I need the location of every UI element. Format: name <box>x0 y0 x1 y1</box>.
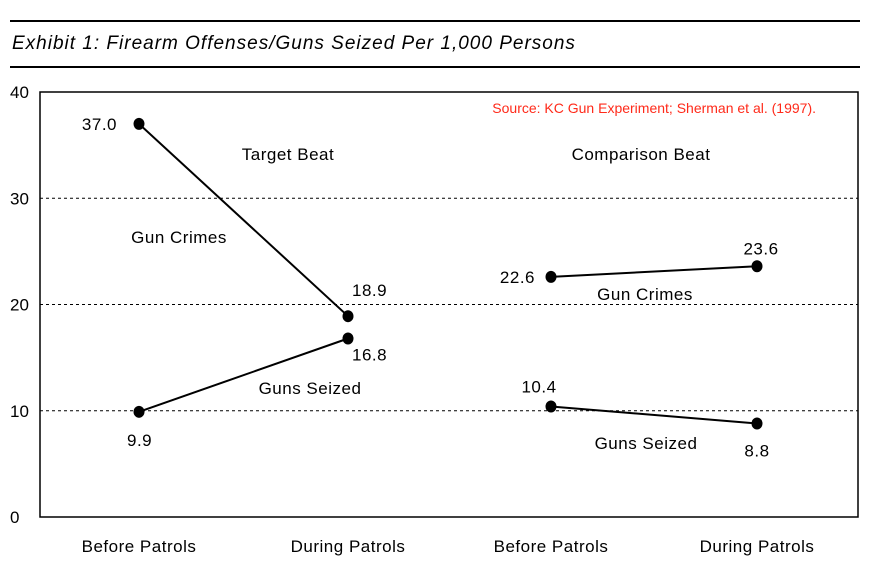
y-tick-label: 0 <box>10 508 19 527</box>
series-line <box>138 337 349 413</box>
series-name-label: Guns Seized <box>595 434 698 453</box>
source-note: Source: KC Gun Experiment; Sherman et al… <box>492 100 816 116</box>
y-tick-label: 40 <box>10 83 29 102</box>
title-rule <box>10 66 860 68</box>
data-point <box>545 270 557 283</box>
x-tick-label: Before Patrols <box>494 537 609 556</box>
top-rule <box>10 20 860 22</box>
data-point <box>133 405 145 418</box>
data-label: 8.8 <box>744 442 769 461</box>
series-name-label: Gun Crimes <box>597 285 693 304</box>
series-name-label: Gun Crimes <box>131 228 227 247</box>
panel-label-comparison-beat: Comparison Beat <box>572 145 711 164</box>
data-label: 22.6 <box>500 268 535 287</box>
series-line <box>138 123 349 317</box>
series-name-label: Guns Seized <box>259 379 362 398</box>
y-tick-label: 30 <box>10 189 29 208</box>
data-label: 10.4 <box>521 378 556 397</box>
data-point <box>342 310 354 323</box>
data-point <box>342 332 354 345</box>
data-point <box>751 417 763 430</box>
x-tick-label: Before Patrols <box>82 537 197 556</box>
data-label: 9.9 <box>127 431 152 450</box>
data-label: 37.0 <box>82 115 117 134</box>
data-label: 18.9 <box>352 281 387 300</box>
x-tick-label: During Patrols <box>291 537 406 556</box>
data-label: 16.8 <box>352 346 387 365</box>
data-label: 23.6 <box>743 239 778 258</box>
y-tick-label: 20 <box>10 296 29 315</box>
series-line <box>550 265 758 278</box>
y-tick-label: 10 <box>10 402 29 421</box>
chart-title: Exhibit 1: Firearm Offenses/Guns Seized … <box>12 33 576 54</box>
panel-label-target-beat: Target Beat <box>242 145 334 164</box>
data-point <box>751 260 763 273</box>
data-point <box>545 400 557 413</box>
data-point <box>133 117 145 130</box>
x-tick-label: During Patrols <box>700 537 815 556</box>
series-line <box>550 405 758 425</box>
